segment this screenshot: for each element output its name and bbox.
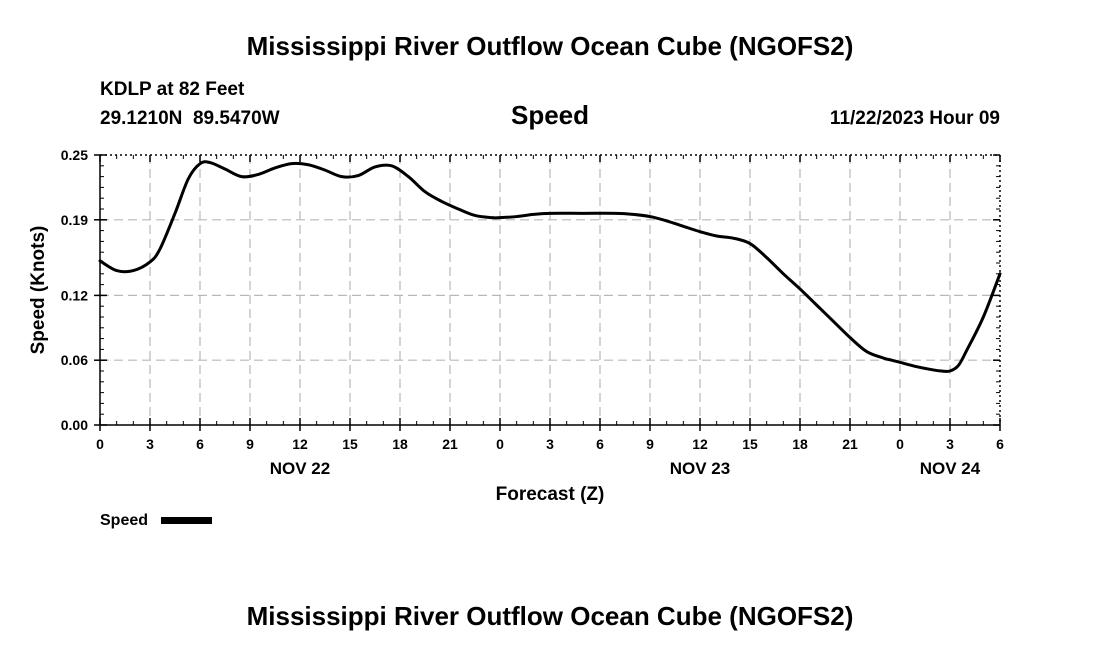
x-tick-label: 3: [946, 436, 954, 452]
y-tick-label: 0.00: [61, 417, 88, 433]
date-label: NOV 23: [670, 459, 730, 478]
x-tick-label: 9: [246, 436, 254, 452]
y-axis-title: Speed (Knots): [28, 226, 49, 355]
series-layer: [98, 160, 1002, 373]
main-title: Mississippi River Outflow Ocean Cube (NG…: [247, 31, 854, 61]
x-tick-label: 0: [896, 436, 904, 452]
x-tick-label: 6: [596, 436, 604, 452]
series-line-speed: [98, 160, 1002, 373]
legend-swatch: [161, 517, 212, 524]
y-tick-labels: 0.00 0.06 0.12 0.19 0.25: [61, 147, 88, 433]
timestamp-label: 11/22/2023 Hour 09: [830, 108, 1000, 129]
x-tick-label: 12: [692, 436, 708, 452]
x-tick-label: 21: [842, 436, 858, 452]
x-tick-label: 6: [996, 436, 1004, 452]
x-tick-label: 0: [496, 436, 504, 452]
y-tick-label: 0.06: [61, 352, 88, 368]
y-tick-label: 0.19: [61, 212, 88, 228]
x-tick-label: 15: [342, 436, 358, 452]
date-labels: NOV 22 NOV 23 NOV 24: [270, 459, 981, 478]
x-tick-label: 12: [292, 436, 308, 452]
grid: [100, 155, 1000, 425]
x-tick-label: 21: [442, 436, 458, 452]
date-label: NOV 24: [920, 459, 981, 478]
legend-label: Speed: [100, 512, 148, 529]
coordinates-label: 29.1210N 89.5470W: [100, 108, 280, 129]
x-tick-label: 18: [392, 436, 408, 452]
x-tick-label: 18: [792, 436, 808, 452]
x-tick-label: 3: [546, 436, 554, 452]
major-ticks: [94, 154, 1001, 431]
station-label: KDLP at 82 Feet: [100, 79, 245, 100]
plot-name: Speed: [511, 100, 589, 130]
x-tick-label: 9: [646, 436, 654, 452]
footer-title: Mississippi River Outflow Ocean Cube (NG…: [247, 601, 854, 631]
x-tick-label: 6: [196, 436, 204, 452]
legend: Speed: [100, 512, 212, 529]
date-label: NOV 22: [270, 459, 330, 478]
x-tick-labels: 0 3 6 9 12 15 18 21 0 3 6 9 12 15 18 21 0 3 6: [96, 436, 1004, 452]
x-tick-label: 15: [742, 436, 758, 452]
y-tick-label: 0.12: [61, 287, 88, 303]
x-tick-label: 3: [146, 436, 154, 452]
x-axis-title: Forecast (Z): [496, 484, 605, 505]
x-tick-label: 0: [96, 436, 104, 452]
y-tick-label: 0.25: [61, 147, 88, 163]
